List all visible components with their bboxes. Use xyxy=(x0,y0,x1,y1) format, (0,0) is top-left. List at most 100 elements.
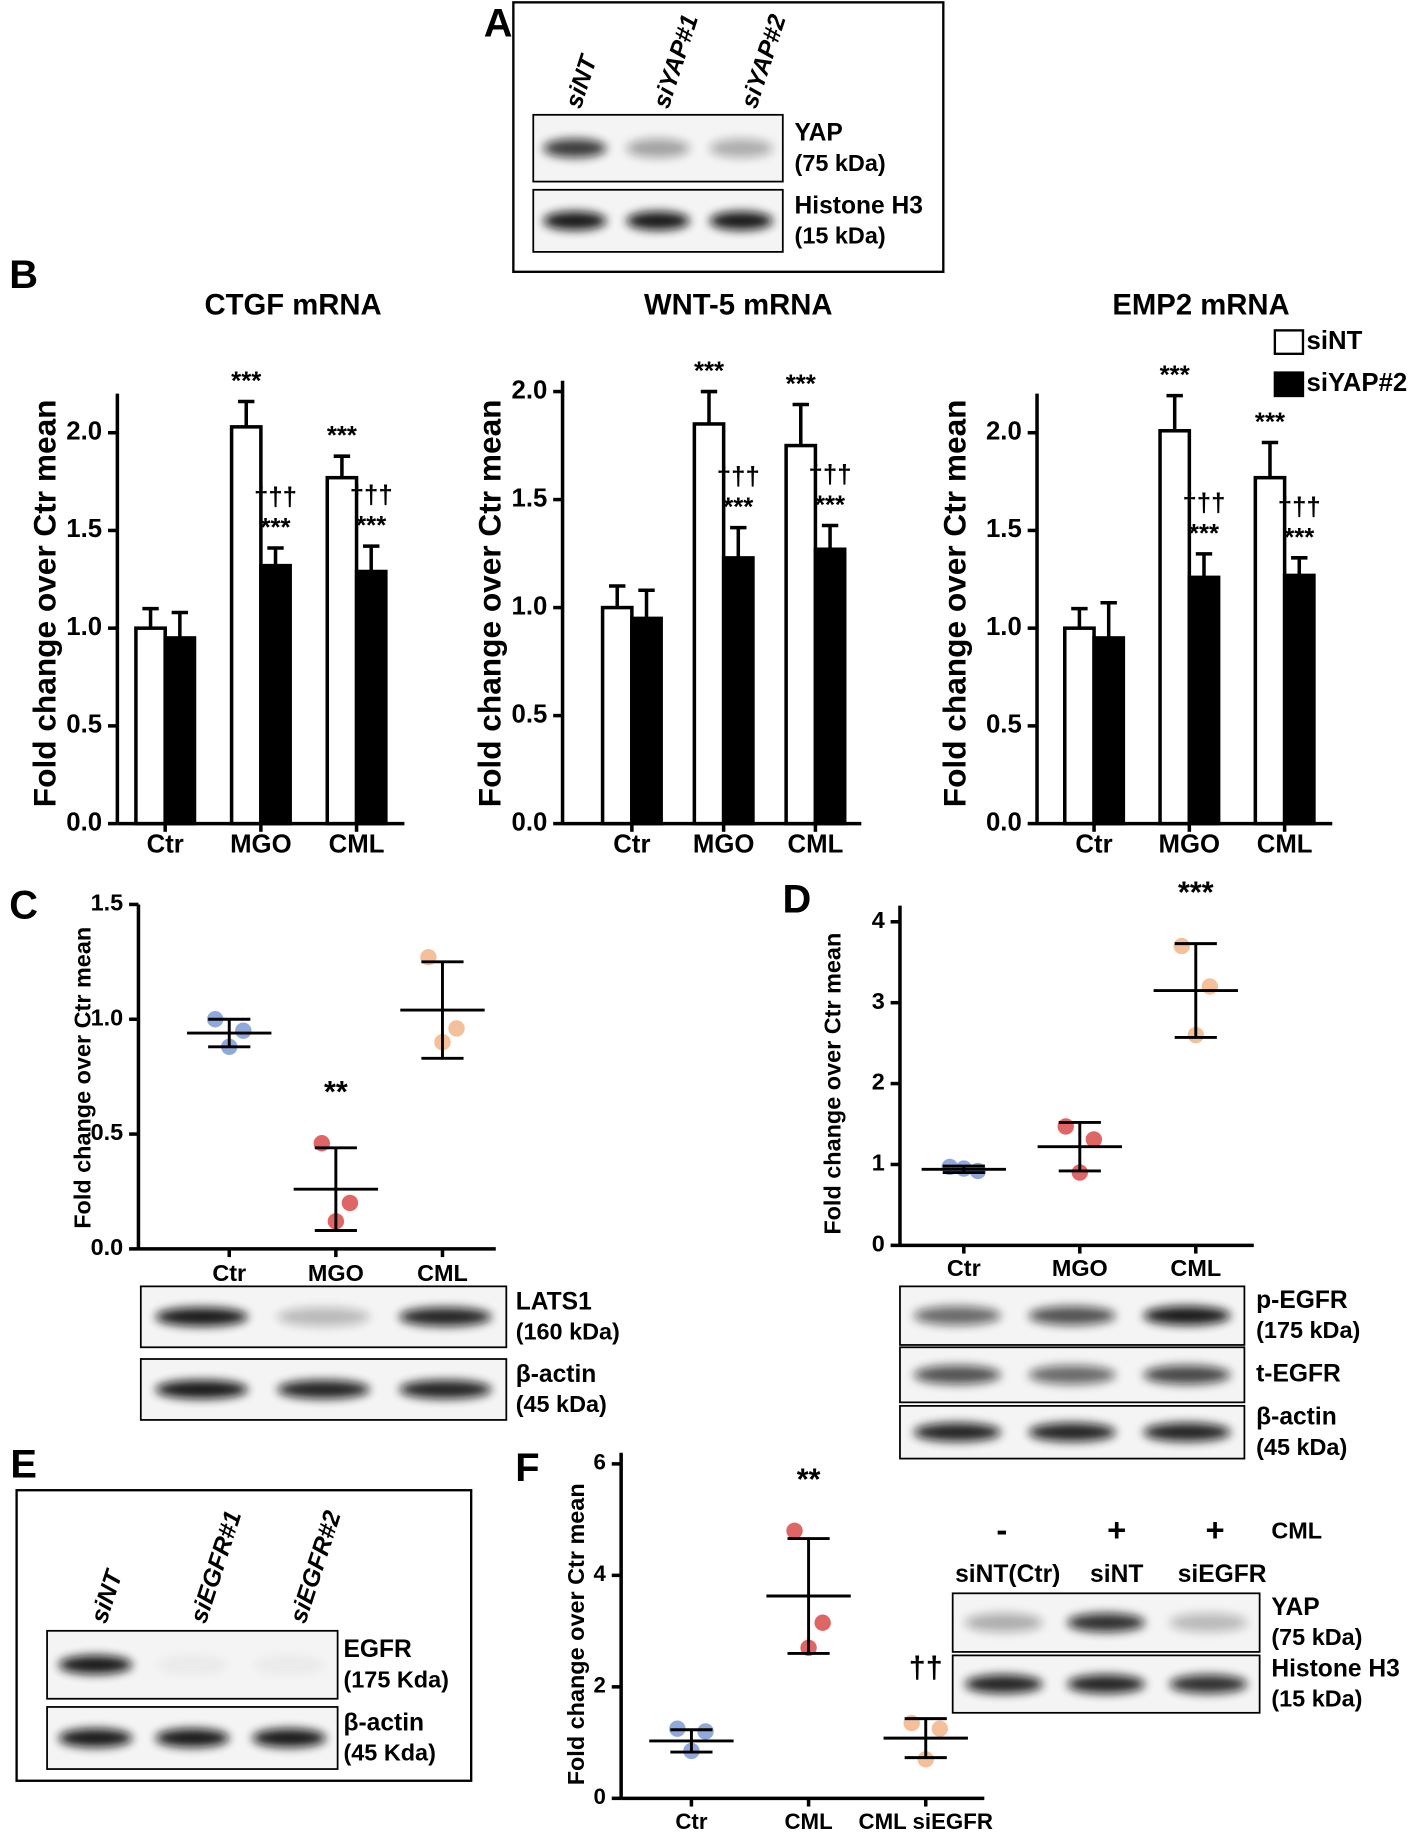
band-size: (45 kDa) xyxy=(1256,1434,1347,1460)
y-tick-label: 1.5 xyxy=(511,484,547,512)
blot-band xyxy=(709,211,773,231)
blot-band xyxy=(58,1655,133,1675)
bar xyxy=(1187,575,1221,826)
band-name: YAP xyxy=(795,120,843,147)
x-tick-label: Ctr xyxy=(947,1255,981,1281)
band-name: YAP xyxy=(1271,1594,1319,1621)
data-point xyxy=(448,1020,465,1037)
y-tick-label: 1.0 xyxy=(66,613,102,641)
significance: †† xyxy=(909,1650,943,1684)
significance: *** xyxy=(1255,409,1285,437)
data-point xyxy=(1201,978,1219,995)
bar xyxy=(259,563,292,826)
lane-label: siNT xyxy=(560,51,603,112)
blot-band xyxy=(252,1655,326,1675)
bar xyxy=(1282,573,1316,826)
bar xyxy=(784,443,818,826)
significance: ††† xyxy=(809,461,852,489)
panel-letter: B xyxy=(9,253,38,297)
treatment-sign: - xyxy=(996,1511,1007,1548)
data-point xyxy=(1173,937,1190,955)
significance: *** xyxy=(815,492,845,520)
band-size: (175 Kda) xyxy=(343,1666,448,1692)
band-size: (45 Kda) xyxy=(343,1740,435,1766)
x-tick-label: MGO xyxy=(1052,1255,1108,1281)
data-point xyxy=(697,1723,714,1740)
blot-band xyxy=(1169,1674,1248,1694)
band-name: EGFR xyxy=(343,1636,412,1663)
blot-band xyxy=(964,1674,1043,1694)
bar xyxy=(325,475,359,826)
blot-band xyxy=(277,1307,370,1327)
band-name: Histone H3 xyxy=(795,192,923,219)
y-axis-label: Fold change over Ctr mean xyxy=(26,399,62,807)
blot-band xyxy=(1028,1306,1116,1326)
x-tick-label: CML xyxy=(784,1809,832,1834)
bar xyxy=(1063,626,1096,826)
blot-band xyxy=(1169,1613,1248,1632)
y-tick-label: 2 xyxy=(872,1069,885,1095)
data-point xyxy=(1071,1164,1088,1181)
lane-label: siEGFR#1 xyxy=(186,1508,248,1627)
panel-letter: E xyxy=(10,1442,37,1486)
y-axis-label: Fold change over Ctr mean xyxy=(563,1483,589,1785)
band-size: (75 kDa) xyxy=(795,150,886,176)
y-tick-label: 1.0 xyxy=(511,592,547,620)
panel-letter: C xyxy=(9,883,38,927)
bar xyxy=(1253,475,1287,826)
y-tick-label: 4 xyxy=(872,907,885,933)
y-tick-label: 0.5 xyxy=(66,711,102,739)
blot-band xyxy=(1143,1306,1231,1326)
significance: ††† xyxy=(1278,493,1321,521)
y-tick-label: 2.0 xyxy=(66,418,102,446)
significance: *** xyxy=(231,368,261,396)
treatment-sign: + xyxy=(1107,1511,1126,1548)
band-size: (75 kDa) xyxy=(1271,1624,1362,1650)
y-axis-label: Fold change over Ctr mean xyxy=(820,933,846,1235)
significance: *** xyxy=(1189,520,1219,548)
lane-label: siEGFR xyxy=(1178,1561,1267,1588)
x-tick-label: Ctr xyxy=(613,831,650,859)
bar xyxy=(354,569,388,826)
significance: *** xyxy=(1284,524,1314,552)
x-tick-label: MGO xyxy=(1159,831,1221,859)
y-tick-label: 0.5 xyxy=(511,700,547,728)
significance: ††† xyxy=(1182,490,1225,518)
band-size: (175 kDa) xyxy=(1256,1317,1360,1343)
blot-band xyxy=(1028,1422,1116,1442)
bar xyxy=(600,605,634,826)
band-name: p-EGFR xyxy=(1256,1287,1348,1314)
chart-title: EMP2 mRNA xyxy=(1112,289,1289,322)
bar xyxy=(1092,636,1126,826)
significance: *** xyxy=(1178,875,1214,909)
bar xyxy=(630,616,663,826)
significance: ** xyxy=(797,1463,821,1497)
blot-band xyxy=(913,1422,1001,1442)
significance: *** xyxy=(260,514,290,542)
significance: *** xyxy=(786,371,816,399)
data-point xyxy=(786,1522,803,1539)
y-tick-label: 0.5 xyxy=(91,1119,124,1145)
y-axis-label: Fold change over Ctr mean xyxy=(472,399,508,807)
blot-band xyxy=(964,1613,1043,1632)
x-tick-label: Ctr xyxy=(1075,831,1112,859)
x-tick-label: CML xyxy=(1257,831,1313,859)
x-tick-label: Ctr xyxy=(147,831,184,859)
blot-band xyxy=(155,1380,249,1399)
y-tick-label: 1.5 xyxy=(986,515,1022,543)
legend-key xyxy=(1273,329,1305,355)
x-tick-label: CML siEGFR xyxy=(859,1809,993,1834)
bar xyxy=(813,547,847,826)
x-tick-label: CML xyxy=(1170,1255,1221,1281)
treatment-label: CML xyxy=(1271,1518,1322,1544)
y-tick-label: 0.5 xyxy=(986,711,1022,739)
y-tick-label: 0.0 xyxy=(511,808,547,836)
data-point xyxy=(1057,1118,1074,1135)
blot-band xyxy=(1143,1422,1231,1442)
y-tick-label: 6 xyxy=(594,1450,606,1475)
blot-band xyxy=(155,1728,230,1748)
band-name: β-actin xyxy=(343,1709,424,1736)
chart-title: CTGF mRNA xyxy=(204,289,381,322)
significance: *** xyxy=(327,422,357,450)
